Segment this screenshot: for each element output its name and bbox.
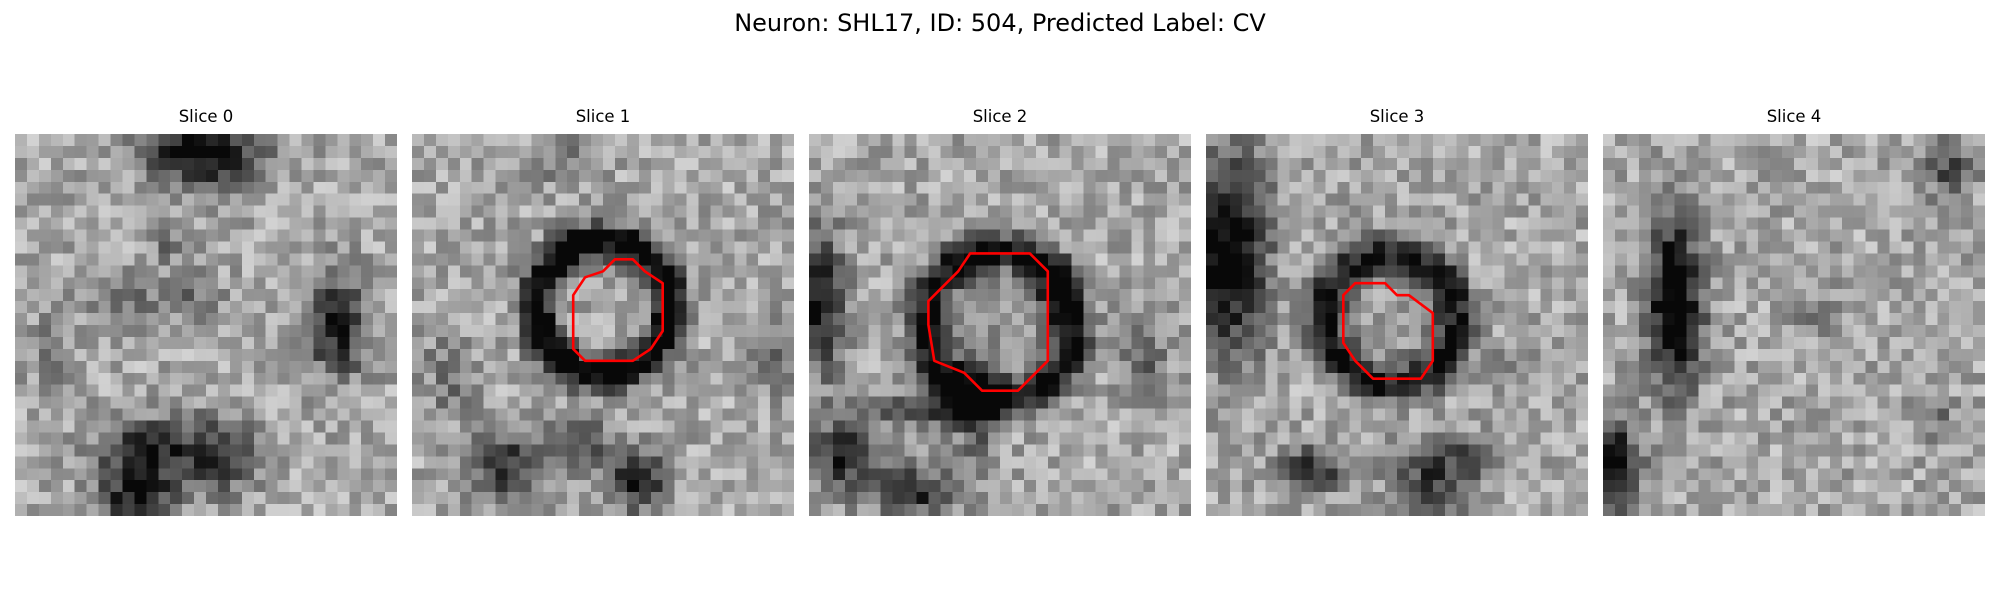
slice-image bbox=[15, 134, 397, 516]
slice-pixels bbox=[412, 134, 794, 516]
slice-title: Slice 1 bbox=[575, 107, 631, 126]
slice-title: Slice 2 bbox=[972, 107, 1028, 126]
slice-title: Slice 0 bbox=[178, 107, 234, 126]
slice-pixels bbox=[15, 134, 397, 516]
segmentation-contour bbox=[571, 258, 664, 363]
slice-title: Slice 4 bbox=[1766, 107, 1822, 126]
segmentation-contour bbox=[1342, 281, 1435, 380]
slice-pixels bbox=[1603, 134, 1985, 516]
segmentation-contour bbox=[927, 252, 1050, 393]
slice-pixels bbox=[1206, 134, 1588, 516]
slice-image bbox=[809, 134, 1191, 516]
slice-image bbox=[1206, 134, 1588, 516]
slice-pixels bbox=[809, 134, 1191, 516]
slice-title: Slice 3 bbox=[1369, 107, 1425, 126]
slice-image bbox=[1603, 134, 1985, 516]
slice-image bbox=[412, 134, 794, 516]
figure-title: Neuron: SHL17, ID: 504, Predicted Label:… bbox=[734, 9, 1266, 37]
